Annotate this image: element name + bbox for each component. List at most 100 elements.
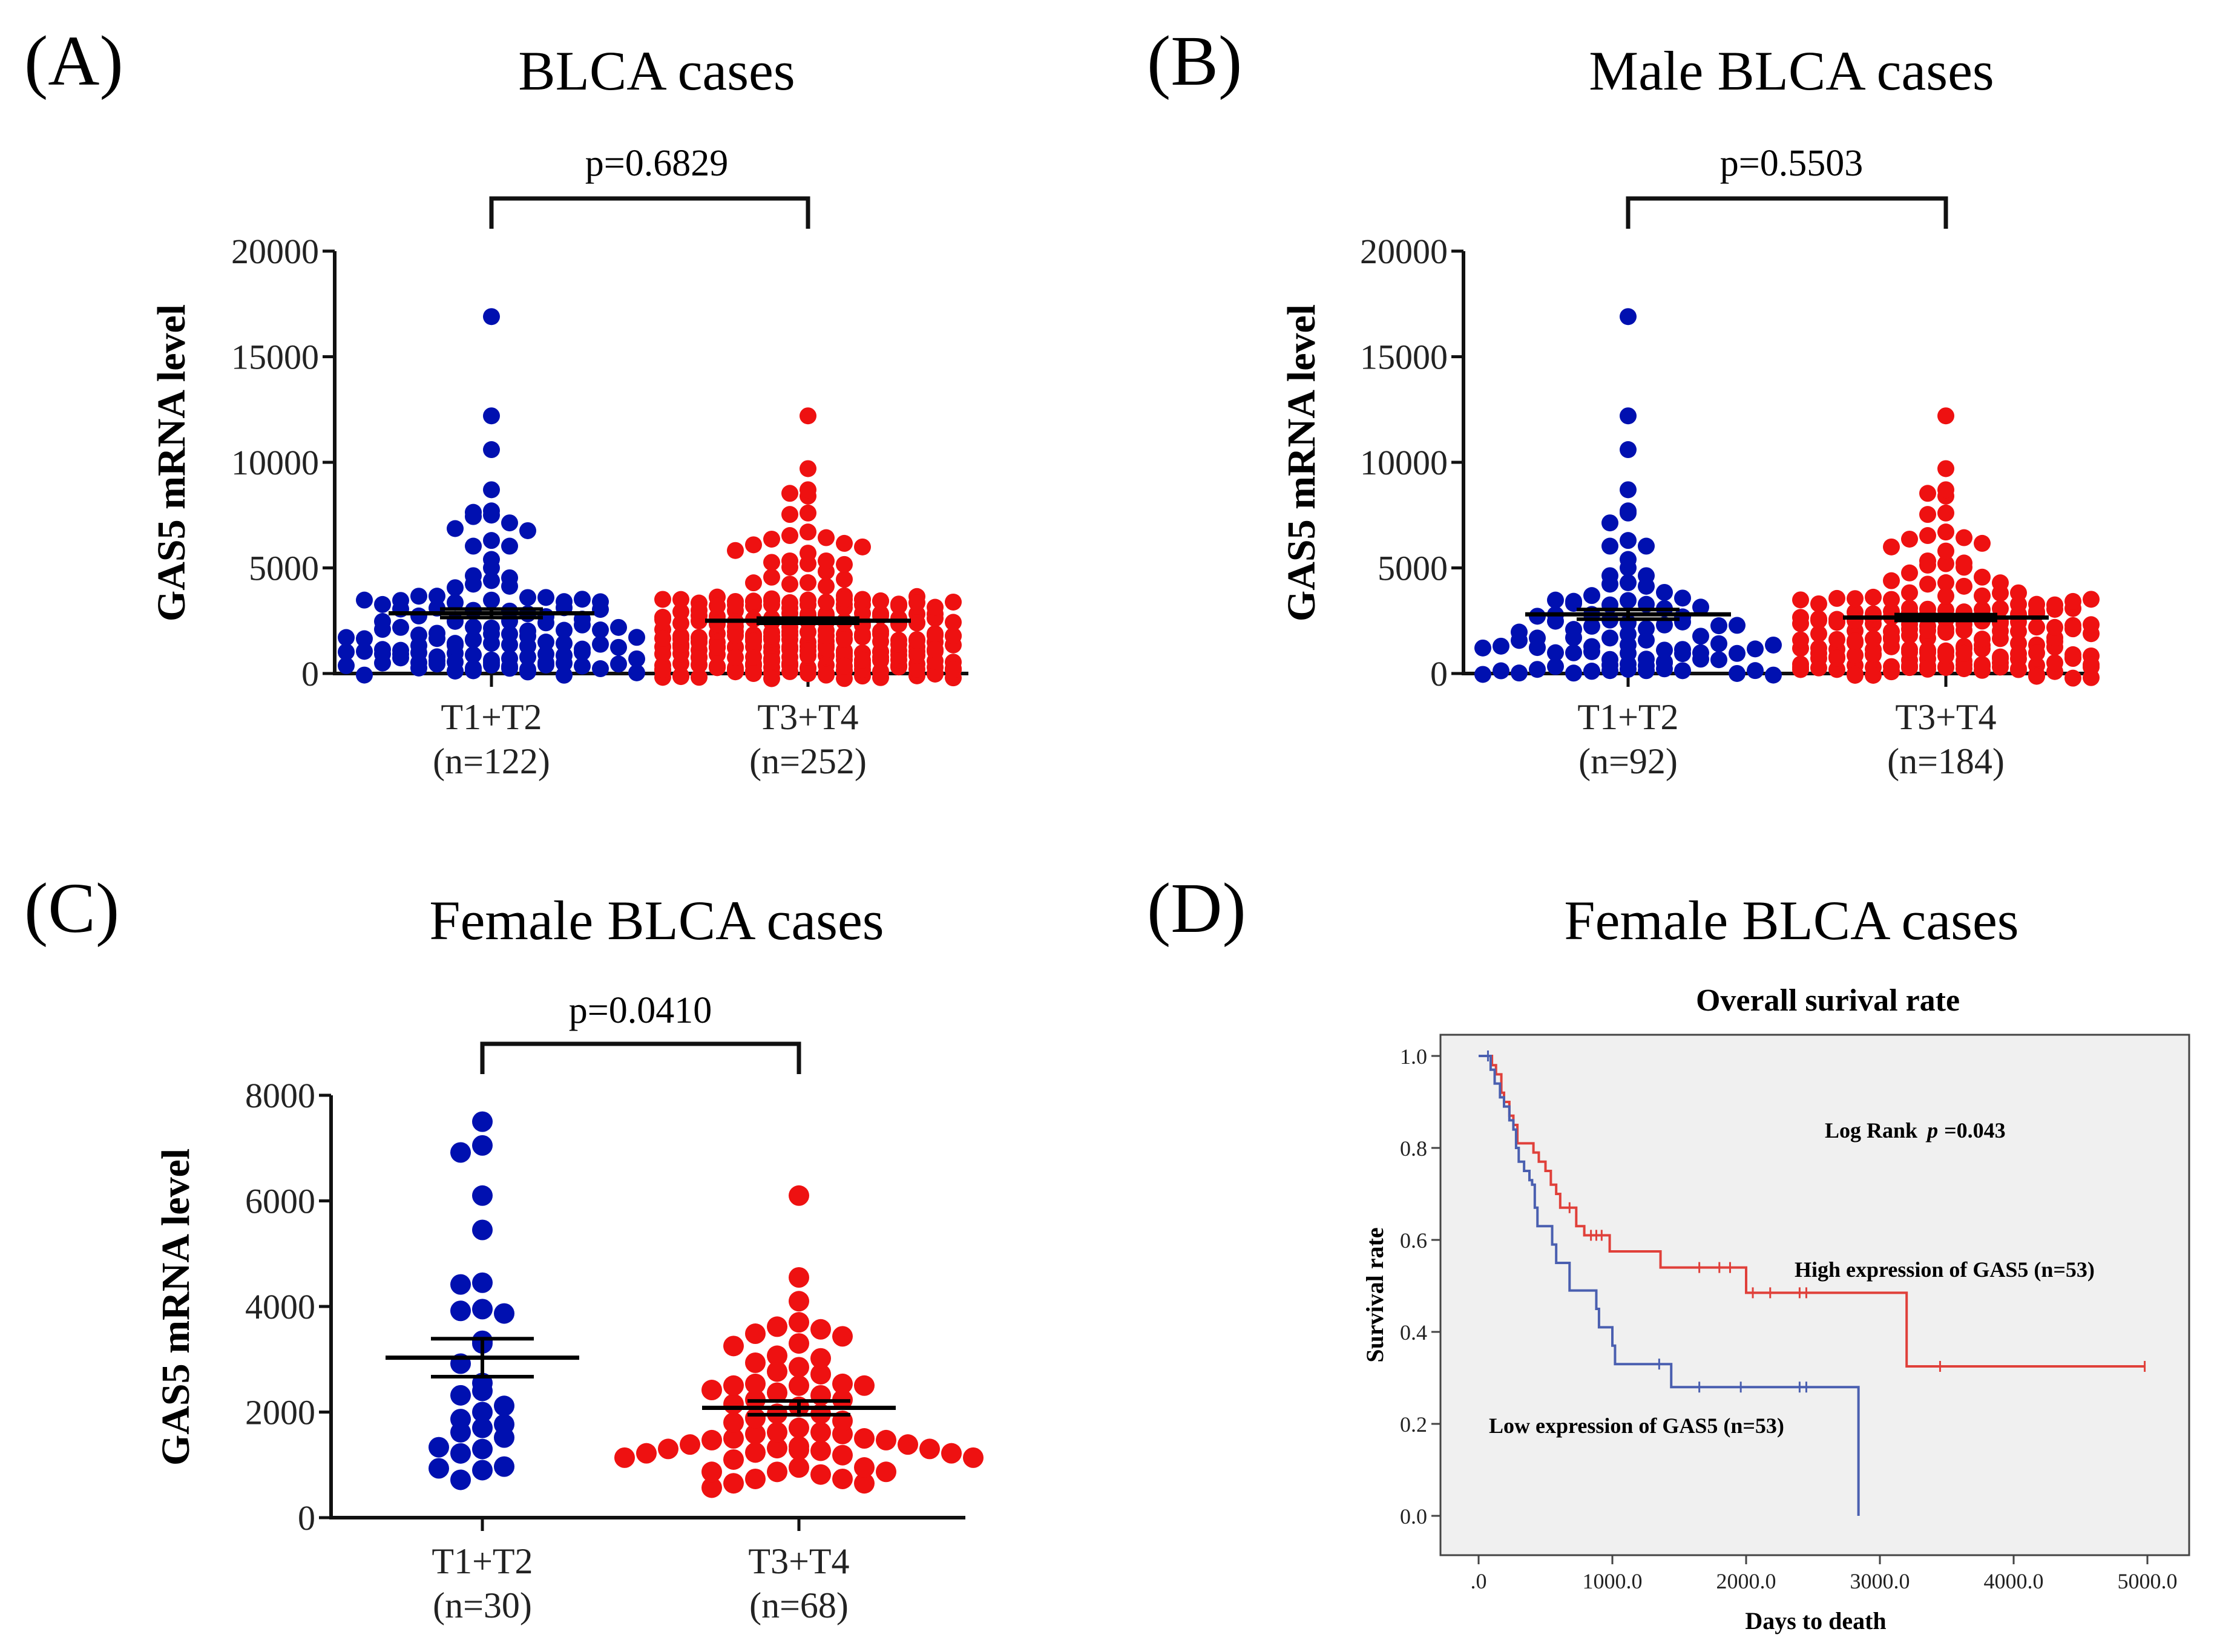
panel-b-data-point [1493,637,1509,655]
panel-d: (D) Female BLCA cases Overall surival ra… [1147,868,2190,1634]
panel-b-data-point [2046,618,2063,636]
panel-a-data-point [763,628,780,645]
panel-b-data-point [2028,667,2045,685]
panel-b-data-point [1710,651,1727,669]
panel-b-data-point [1765,666,1782,684]
panel-b-data-point [1810,644,1827,662]
panel-b-data-point [1956,577,1972,595]
panel-b-data-point [1729,664,1746,682]
panel-a-data-point [483,651,500,669]
panel-a-data-point [691,601,708,619]
panel-a-data-point [356,591,373,609]
panel-a-data-point [818,627,835,644]
panel-b-data-point [1565,664,1582,682]
panel-c-data-point [789,1457,809,1478]
km-y-tick-label: 0.8 [1400,1136,1427,1161]
panel-a-data-point [745,592,762,610]
panel-a-data-point [800,407,816,425]
panel-d-title: Female BLCA cases [1564,890,2018,951]
panel-a-significance-bracket [489,196,810,229]
panel-b-data-point [1583,617,1600,635]
panel-b-data-point [1638,537,1655,555]
panel-b-data-point [1919,575,1936,593]
panel-a-data-point [836,644,853,662]
panel-b-data-point [1493,662,1509,680]
panel-c-data-point [636,1443,657,1464]
panel-c-data-point [472,1460,493,1481]
panel-c-data-point [789,1291,809,1312]
panel-b-data-point [1511,664,1528,682]
panel-b-data-point [1937,647,1954,664]
panel-b-data-point [1620,574,1637,591]
panel-c-data-point [810,1363,831,1385]
km-y-tick-label: 1.0 [1400,1044,1427,1069]
panel-b-data-point [2046,596,2063,614]
panel-a-data-point [654,661,671,678]
panel-c-data-point [494,1414,514,1435]
panel-c-data-point [450,1469,471,1490]
panel-a-data-point [818,594,835,611]
panel-a-data-point [392,641,409,659]
panel-a-data-point [465,537,482,555]
panel-b-data-point [1937,460,1954,477]
panel-a-data-point [781,552,798,569]
panel-b-category-label-2: T3+T4 [1895,697,1996,737]
panel-a-data-point [836,670,853,687]
panel-b-y-axis-label: GAS5 mRNA level [1279,304,1324,621]
panel-c-data-point [789,1440,809,1461]
panel-a-data-point [574,591,591,608]
panel-b-data-point [1729,617,1746,634]
panel-b-data-point [1692,598,1709,616]
panel-a-data-point [447,579,464,597]
panel-b-data-point [1901,530,1918,548]
panel-a: (A) BLCA cases p=0.6829 0 5000 10000 15000 2… [24,21,968,781]
panel-b-data-point [1847,612,1864,629]
panel-b-data-point [1865,588,1882,606]
panel-a-data-point [872,649,889,666]
panel-b-data-point [1656,583,1673,601]
panel-b-data-point [1729,644,1746,662]
panel-b-data-point [1529,661,1546,678]
panel-a-data-point [537,634,554,651]
panel-a-data-point [763,530,780,548]
panel-a-data-point [483,481,500,499]
panel-c-data-point [450,1300,471,1322]
panel-c-letter: (C) [24,868,119,948]
panel-b-data-point [1692,628,1709,645]
panel-c-data-point [723,1449,744,1470]
panel-a-data-point [691,669,708,686]
panel-a-data-point [836,556,853,573]
panel-b-data-point [1937,587,1954,605]
panel-c-data-point [963,1447,984,1468]
panel-b-data-point [1828,631,1845,648]
panel-c-y-tick-label: 2000 [245,1393,315,1432]
panel-d-subtitle: Overall surival rate [1696,983,1960,1018]
panel-c-data-point [832,1444,853,1466]
panel-c-data-point [854,1457,875,1478]
panel-a-data-point [519,661,536,678]
panel-a-y-tick-label: 10000 [231,443,319,482]
panel-a-data-point [537,589,554,606]
panel-a-data-point [465,618,482,636]
panel-b-data-point [1919,527,1936,545]
km-curve-low [1479,1055,1860,1516]
panel-a-data-point [691,648,708,666]
panel-b-data-point [1956,529,1972,546]
panel-b-data-point [1865,605,1882,623]
panel-a-data-point [727,663,744,681]
panel-b-data-point [1565,621,1582,638]
panel-b-data-point [1710,635,1727,652]
panel-a-data-point [429,588,445,605]
panel-b-data-point [1547,658,1564,675]
panel-a-data-point [592,660,609,678]
panel-b-data-point [1901,640,1918,658]
panel-a-data-point [483,619,500,637]
panel-b-data-point [1865,666,1882,684]
panel-b-data-point [1601,567,1618,585]
panel-b-data-point [1474,639,1491,657]
panel-c-data-point [472,1219,493,1241]
panel-a-data-point [727,596,744,614]
panel-a-data-point [483,635,500,652]
panel-a-data-point [465,567,482,585]
panel-a-data-point [745,574,762,592]
